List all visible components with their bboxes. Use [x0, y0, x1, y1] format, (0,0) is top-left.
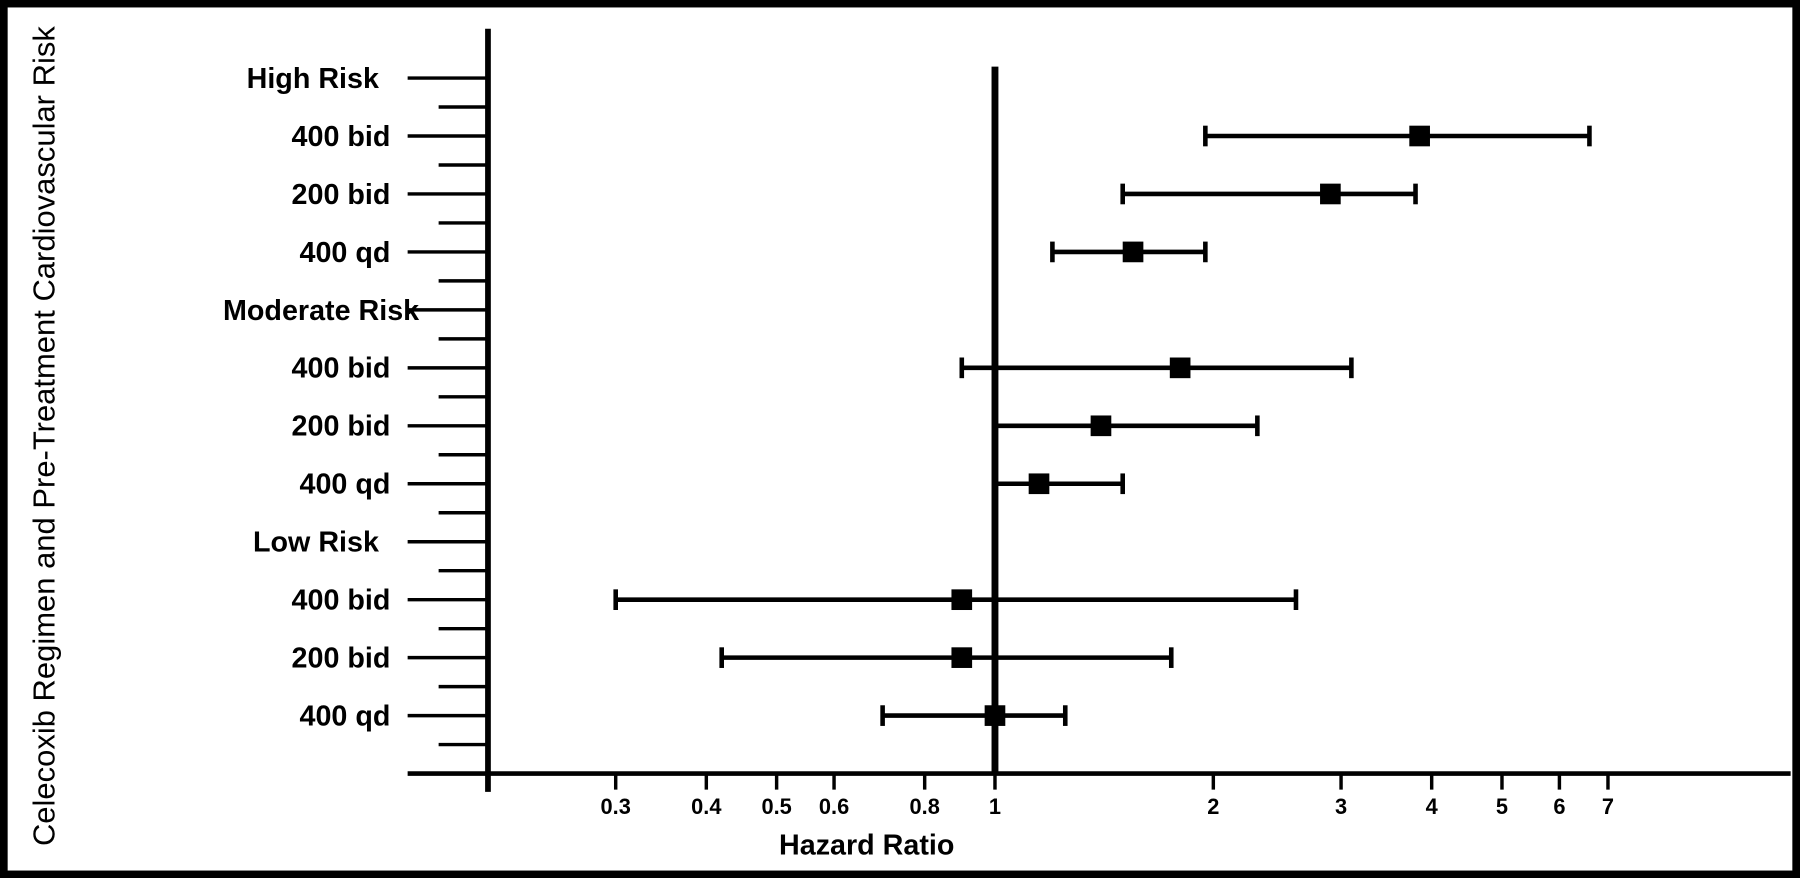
point-estimate — [1169, 357, 1191, 379]
y-tick-label: Moderate Risk — [223, 295, 419, 327]
x-tick-label: 7 — [1602, 794, 1614, 819]
point-estimate — [951, 647, 973, 668]
point-estimate — [984, 705, 1006, 726]
y-tick-label: High Risk — [247, 63, 379, 95]
y-tick-label: 400 bid — [292, 121, 391, 153]
point-estimate — [1028, 473, 1050, 495]
y-axis-label: Celecoxib Regimen and Pre-Treatment Card… — [26, 26, 61, 846]
y-tick-label: 400 qd — [300, 700, 391, 732]
y-tick-label: 200 bid — [292, 179, 391, 211]
point-estimate — [951, 589, 973, 611]
y-tick-label: 400 bid — [292, 585, 391, 617]
x-tick-label: 0.4 — [691, 794, 721, 819]
y-tick-label: 200 bid — [292, 643, 391, 675]
x-tick-label: 0.8 — [910, 794, 940, 819]
x-axis-label: Hazard Ratio — [779, 830, 954, 862]
x-tick-label: 0.5 — [761, 794, 791, 819]
x-tick-label: 2 — [1207, 794, 1219, 819]
x-tick-label: 0.3 — [601, 794, 631, 819]
point-estimate — [1409, 125, 1430, 147]
x-tick-label: 0.6 — [819, 794, 849, 819]
y-tick-label: 400 qd — [300, 237, 391, 269]
y-tick-label: 400 qd — [300, 469, 391, 501]
x-tick-label: 5 — [1496, 794, 1508, 819]
x-tick-label: 1 — [989, 794, 1001, 819]
x-tick-label: 6 — [1553, 794, 1565, 819]
point-estimate — [1090, 415, 1112, 437]
x-tick-label: 3 — [1335, 794, 1347, 819]
y-tick-label: 400 bid — [292, 353, 391, 385]
y-tick-label: 200 bid — [292, 411, 391, 443]
point-estimate — [1320, 183, 1341, 205]
point-estimate — [1122, 241, 1144, 263]
x-tick-label: 4 — [1426, 794, 1438, 819]
y-tick-label: Low Risk — [253, 527, 379, 559]
